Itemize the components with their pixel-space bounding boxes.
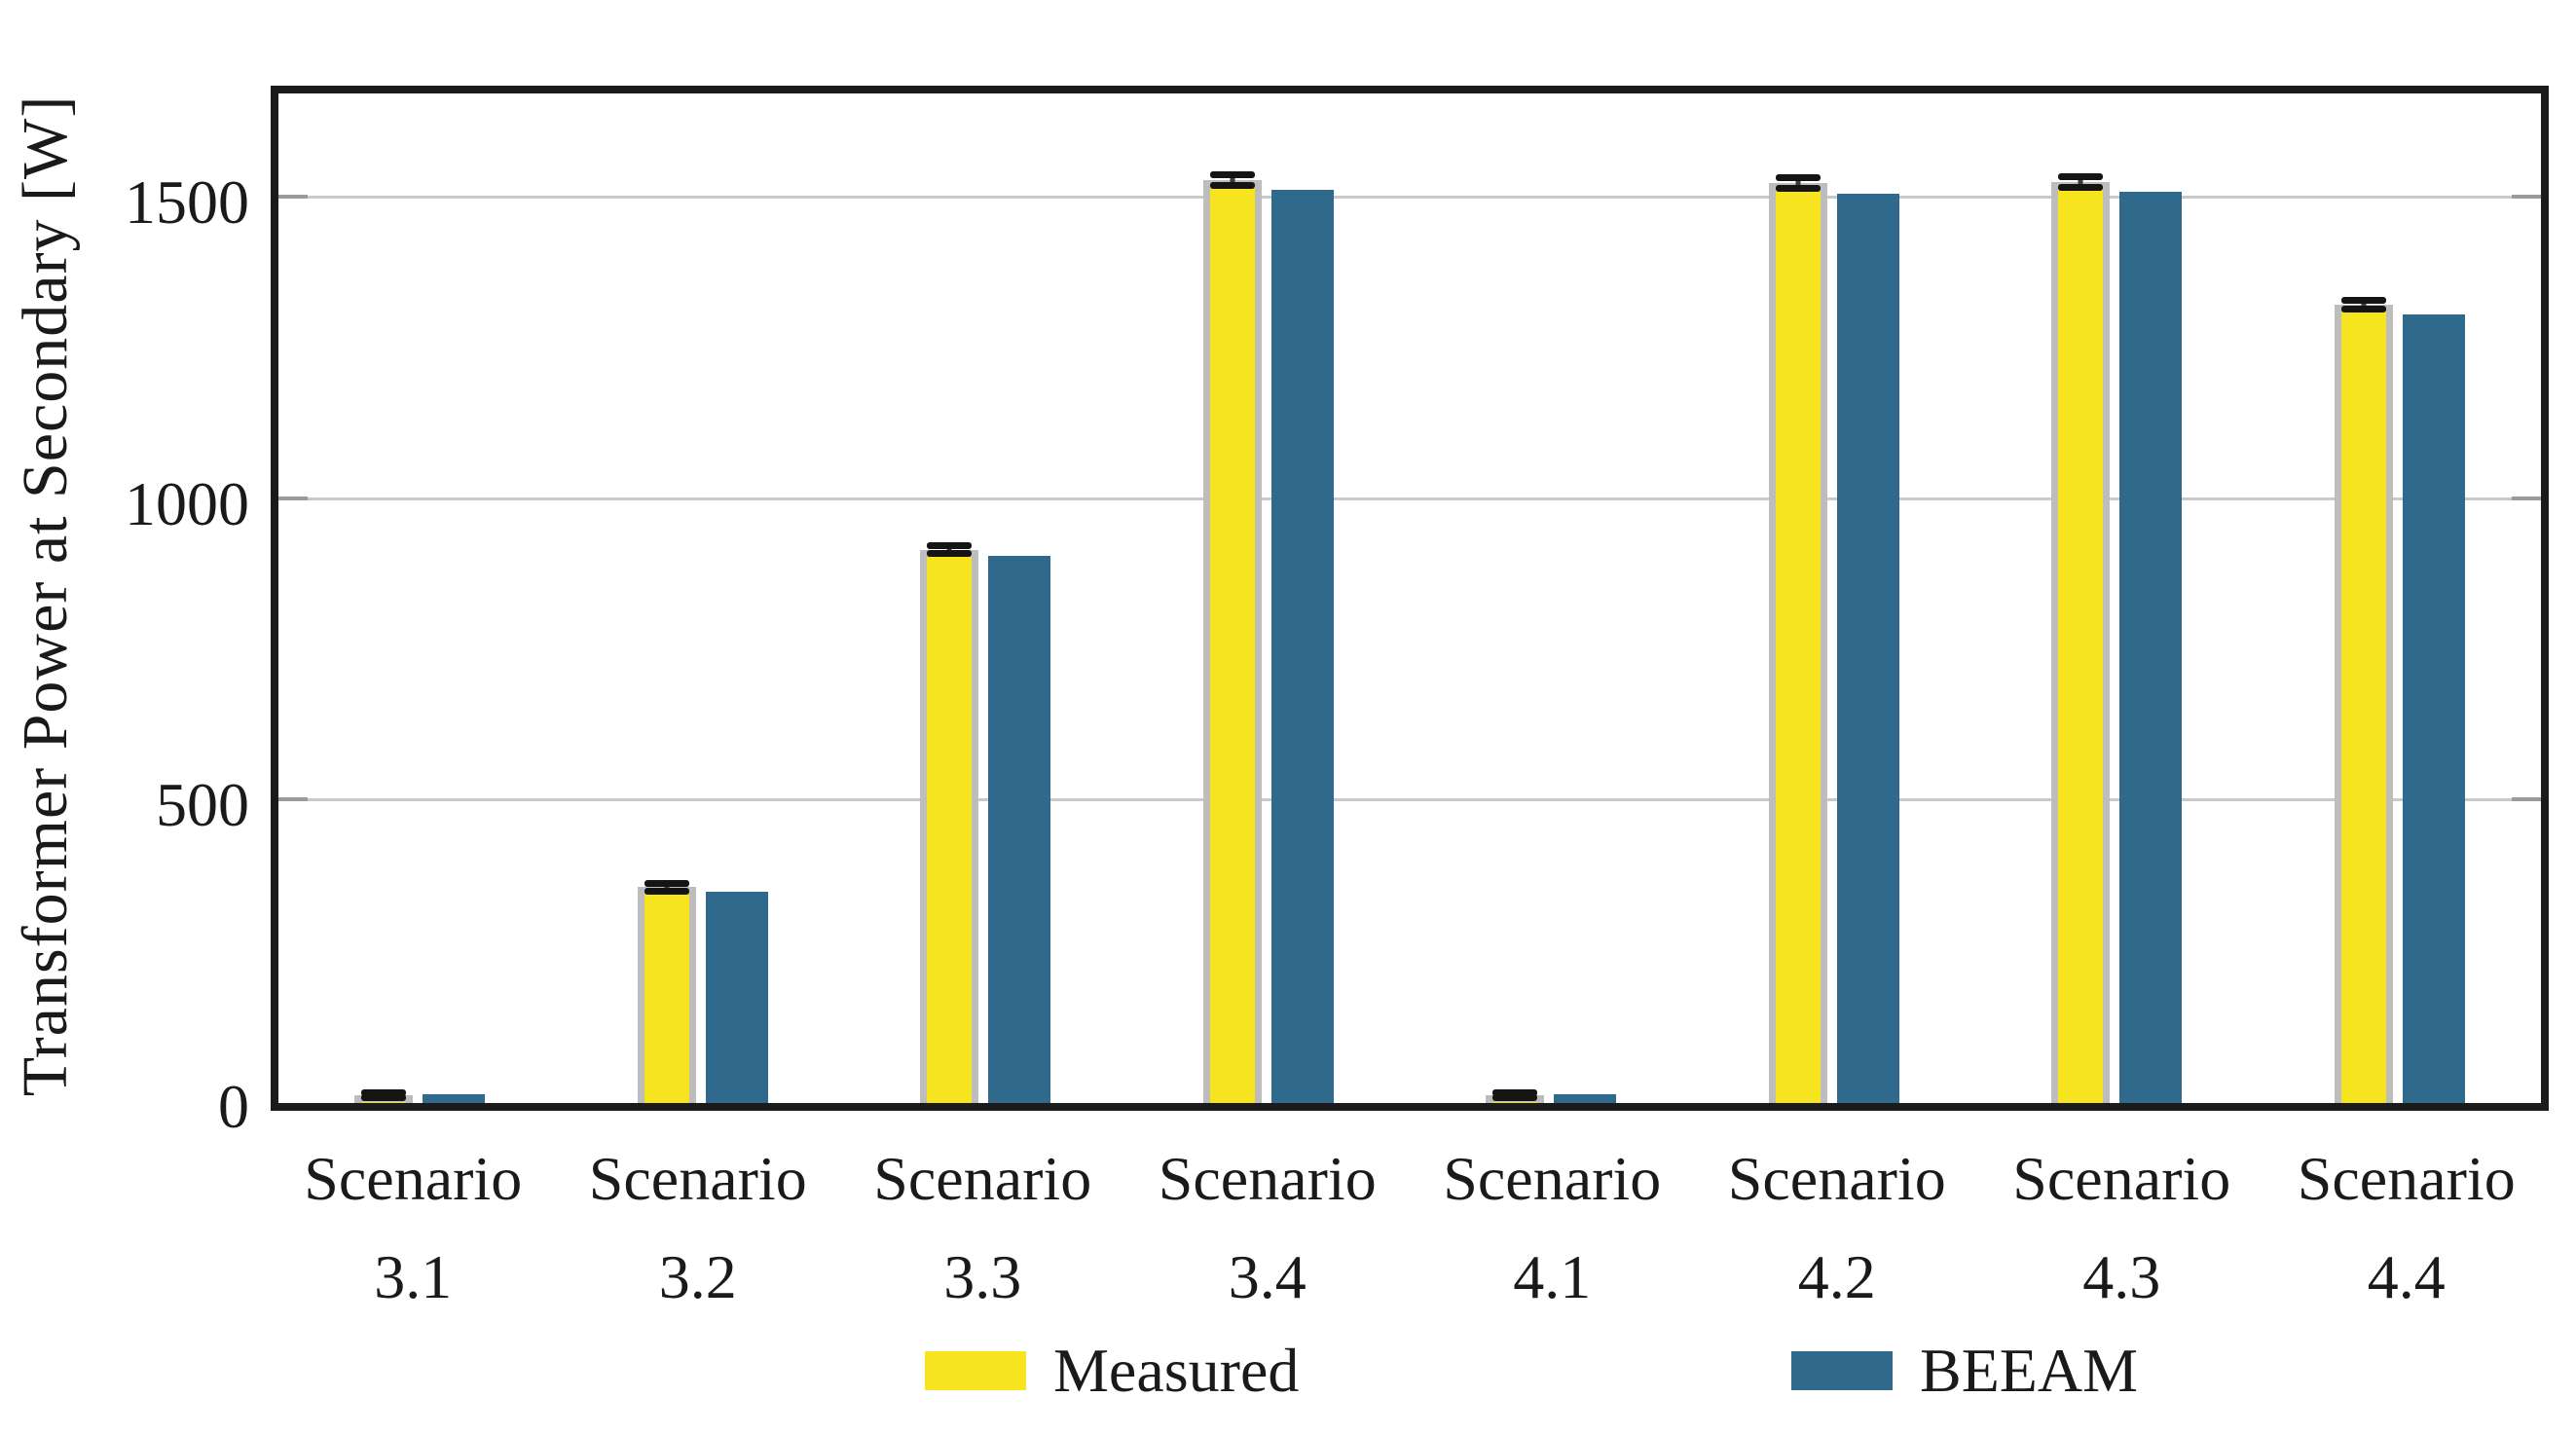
error-bar-cap bbox=[1492, 1093, 1538, 1101]
error-bar-line bbox=[946, 545, 952, 554]
gridline-layer bbox=[278, 93, 2541, 1103]
legend-entry-measured: Measured bbox=[925, 1336, 1300, 1405]
error-bar-cap bbox=[2340, 305, 2386, 313]
bar-beeam-scenario-4.3 bbox=[2119, 191, 2183, 1103]
error-bar-line bbox=[2078, 176, 2083, 188]
axis-tick bbox=[278, 496, 308, 500]
bar-group-scenario-3.1 bbox=[278, 93, 562, 1103]
error-bar-line bbox=[1230, 174, 1235, 186]
bar-measured-scenario-4.2 bbox=[1768, 173, 1827, 1103]
axis-tick bbox=[2512, 496, 2541, 500]
error-bar-line bbox=[1795, 177, 1801, 189]
error-bar-cap bbox=[644, 880, 689, 888]
error-bar-cap bbox=[1775, 184, 1821, 192]
bar-group-scenario-3.2 bbox=[562, 93, 845, 1103]
x-tick-label-line2: 3.1 bbox=[374, 1242, 453, 1311]
x-tick-label-line2: 3.2 bbox=[658, 1242, 737, 1311]
x-tick-label-line2: 4.1 bbox=[1513, 1242, 1592, 1311]
x-tick-label: Scenario 3.3 bbox=[840, 1129, 1125, 1326]
x-axis-tick-labels: Scenario 3.1 Scenario 3.2 Scenario 3.3 Scenari… bbox=[271, 1129, 2549, 1326]
axis-tick bbox=[2512, 797, 2541, 802]
gridline bbox=[278, 196, 2541, 200]
error-bar-line bbox=[2361, 300, 2367, 310]
x-tick-label: Scenario 4.3 bbox=[1979, 1129, 2264, 1326]
x-tick-label: Scenario 3.4 bbox=[1125, 1129, 1411, 1326]
bar-group-scenario-4.2 bbox=[1693, 93, 1976, 1103]
bar-group-scenario-3.3 bbox=[844, 93, 1127, 1103]
x-tick-label: Scenario 3.1 bbox=[271, 1129, 556, 1326]
error-bar-cap bbox=[2058, 184, 2104, 192]
gridline bbox=[278, 798, 2541, 802]
beeam-legend-label: BEEAM bbox=[1920, 1336, 2138, 1405]
error-bar-cap bbox=[361, 1089, 407, 1097]
legend: Measured BEEAM bbox=[0, 1336, 2576, 1405]
bar-measured-scenario-4.3 bbox=[2051, 172, 2111, 1103]
bar-group-scenario-4.3 bbox=[1975, 93, 2259, 1103]
x-tick-label-line1: Scenario bbox=[304, 1144, 523, 1213]
error-bar-cap bbox=[1209, 182, 1255, 190]
error-bar-cap bbox=[927, 549, 973, 557]
plot-area bbox=[271, 86, 2549, 1111]
error-bar-line bbox=[664, 883, 670, 892]
x-tick-label: Scenario 3.2 bbox=[556, 1129, 841, 1326]
error-bar-cap bbox=[361, 1093, 407, 1101]
axis-tick bbox=[2512, 195, 2541, 200]
bar-measured-scenario-4.4 bbox=[2334, 296, 2393, 1103]
bar-beeam-scenario-3.2 bbox=[705, 892, 768, 1103]
x-tick-label: Scenario 4.1 bbox=[1410, 1129, 1695, 1326]
bars-layer bbox=[278, 93, 2541, 1103]
bar-measured-scenario-3.4 bbox=[1202, 171, 1262, 1103]
x-tick-label-line1: Scenario bbox=[2297, 1144, 2516, 1213]
x-tick-label-line2: 3.4 bbox=[1228, 1242, 1306, 1311]
x-tick-label-line2: 3.3 bbox=[943, 1242, 1022, 1311]
x-tick-label-line2: 4.3 bbox=[2082, 1242, 2161, 1311]
error-bar-cap bbox=[2058, 172, 2104, 180]
x-tick-label-line1: Scenario bbox=[2012, 1144, 2231, 1213]
x-tick-label-line1: Scenario bbox=[873, 1144, 1092, 1213]
error-bar-cap bbox=[2340, 296, 2386, 304]
x-tick-label-line1: Scenario bbox=[1727, 1144, 1946, 1213]
error-bar-cap bbox=[927, 542, 973, 550]
bar-measured-scenario-3.1 bbox=[354, 1089, 414, 1103]
bar-measured-scenario-3.2 bbox=[637, 880, 696, 1103]
bar-group-scenario-4.4 bbox=[2259, 93, 2542, 1103]
error-bar-cap bbox=[1209, 171, 1255, 179]
beeam-legend-swatch bbox=[1791, 1351, 1893, 1390]
x-tick-label: Scenario 4.4 bbox=[2264, 1129, 2550, 1326]
error-bar-cap bbox=[1775, 173, 1821, 181]
legend-entry-beeam: BEEAM bbox=[1791, 1336, 2138, 1405]
x-tick-label-line1: Scenario bbox=[588, 1144, 807, 1213]
x-tick-label-line2: 4.2 bbox=[1797, 1242, 1876, 1311]
bar-beeam-scenario-4.1 bbox=[1554, 1094, 1617, 1103]
x-tick-label-line2: 4.4 bbox=[2367, 1242, 2446, 1311]
bar-measured-scenario-3.3 bbox=[920, 542, 979, 1103]
measured-legend-swatch bbox=[925, 1351, 1026, 1390]
axis-tick bbox=[278, 797, 308, 802]
bar-beeam-scenario-3.4 bbox=[1270, 190, 1334, 1103]
axis-tick bbox=[278, 195, 308, 200]
measured-legend-label: Measured bbox=[1053, 1336, 1300, 1405]
y-axis-title: Transformer Power at Secondary [W] bbox=[10, 94, 81, 1097]
error-bar-cap bbox=[644, 887, 689, 895]
gridline bbox=[278, 496, 2541, 500]
error-bar-cap bbox=[1492, 1089, 1538, 1097]
x-tick-label: Scenario 4.2 bbox=[1695, 1129, 1980, 1326]
bar-group-scenario-3.4 bbox=[1127, 93, 1411, 1103]
bar-beeam-scenario-4.2 bbox=[1836, 193, 1899, 1103]
bar-group-scenario-4.1 bbox=[1410, 93, 1693, 1103]
bar-beeam-scenario-4.4 bbox=[2402, 314, 2465, 1103]
bar-beeam-scenario-3.1 bbox=[423, 1094, 486, 1103]
x-tick-label-line1: Scenario bbox=[1443, 1144, 1662, 1213]
bar-measured-scenario-4.1 bbox=[1486, 1089, 1545, 1103]
x-tick-label-line1: Scenario bbox=[1158, 1144, 1377, 1213]
bar-beeam-scenario-3.3 bbox=[988, 556, 1051, 1103]
